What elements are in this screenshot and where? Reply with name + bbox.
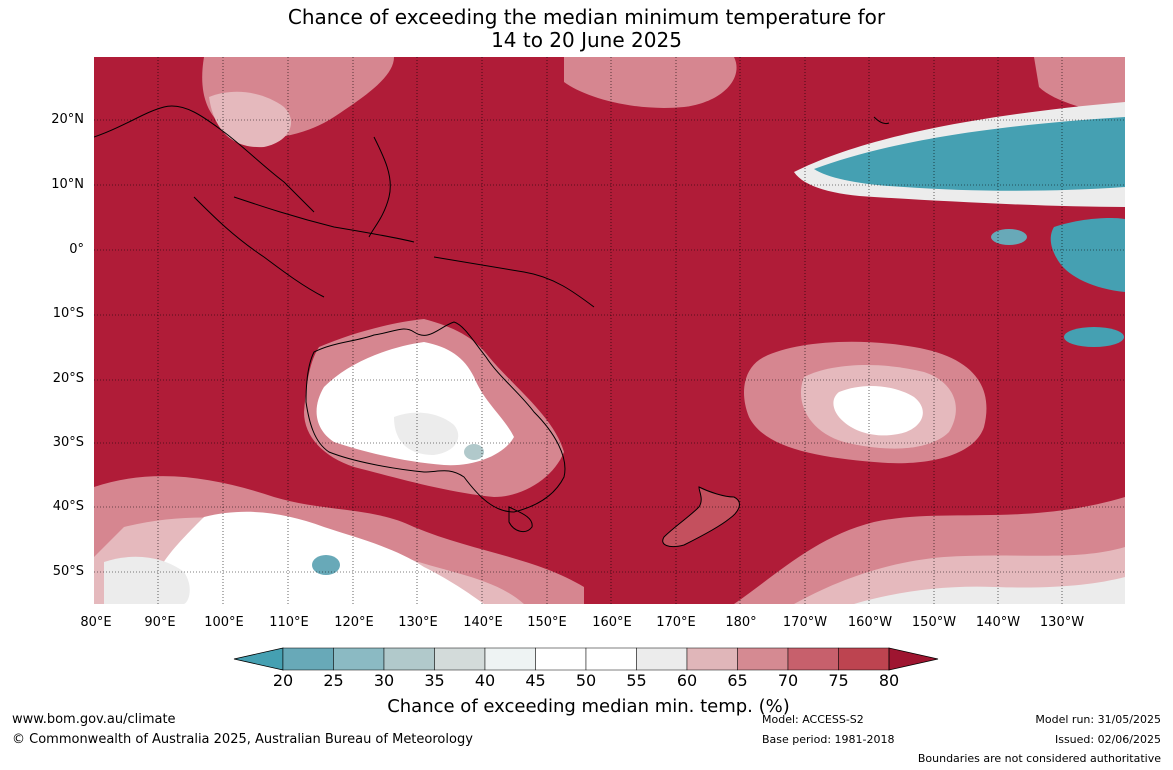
central-pacific-neutral [833, 385, 923, 436]
lon-label-130e: 130°E [398, 615, 438, 630]
australia-grey [394, 412, 459, 455]
colorbar-segment [787, 647, 839, 671]
colorbar-segment [585, 647, 637, 671]
colorbar-tick-label: 70 [777, 671, 799, 690]
lon-label-150e: 150°E [527, 615, 567, 630]
lat-label-10n: 10°N [51, 177, 84, 192]
footer-base-period: Base period: 1981-2018 [762, 733, 895, 746]
colorbar-extend-high [888, 647, 939, 671]
colorbar-tick-label: 35 [424, 671, 445, 690]
colorbar-extend-low [233, 647, 284, 671]
graticule [94, 57, 1125, 604]
colorbar [233, 647, 939, 671]
footer-copyright: © Commonwealth of Australia 2025, Austra… [12, 732, 473, 747]
north-pacific-east-moderate [1034, 57, 1125, 117]
colorbar-segment [737, 647, 789, 671]
australia-low-spot [464, 444, 484, 460]
equatorial-pacific-low-small [991, 229, 1027, 245]
footer-website: www.bom.gov.au/climate [12, 712, 176, 727]
colorbar-tick-label: 50 [575, 671, 597, 690]
equatorial-pacific-low [1050, 217, 1125, 292]
footer-issued: Issued: 02/06/2025 [1054, 733, 1161, 746]
asia-light [209, 91, 292, 148]
lat-label-40s: 40°S [52, 499, 84, 514]
colorbar-tick-label: 40 [474, 671, 496, 690]
colorbar-segment [282, 647, 334, 671]
southern-ocean-low [312, 555, 340, 575]
probability-map [94, 57, 1125, 604]
colorbar-label: Chance of exceeding median min. temp. (%… [387, 696, 790, 717]
colorbar-segment [434, 647, 486, 671]
footer-model-run: Model run: 31/05/2025 [1035, 713, 1161, 726]
southern-ocean-grey [104, 556, 190, 604]
colorbar-segment [333, 647, 385, 671]
se-pacific-grey [854, 577, 1125, 604]
colorbar-tick-label: 80 [878, 671, 900, 690]
north-pacific-moderate [564, 57, 737, 108]
north-pacific-low-band [814, 117, 1125, 191]
colorbar-segment [838, 647, 890, 671]
colorbar-segment [686, 647, 738, 671]
lon-label-120e: 120°E [334, 615, 374, 630]
lon-label-160e: 160°E [592, 615, 632, 630]
colorbar-tick-label: 65 [727, 671, 748, 690]
lat-label-10s: 10°S [52, 306, 84, 321]
colorbar-tick-label: 75 [828, 671, 849, 690]
coastlines [94, 105, 890, 533]
lon-label-170e: 170°E [656, 615, 696, 630]
lon-label-80e: 80°E [80, 615, 112, 630]
lat-label-20n: 20°N [51, 112, 84, 127]
lon-label-110e: 110°E [269, 615, 309, 630]
footer-model: Model: ACCESS-S2 [762, 713, 864, 726]
lon-label-100e: 100°E [204, 615, 244, 630]
lat-label-20s: 20°S [52, 371, 84, 386]
lon-label-180: 180° [725, 615, 757, 630]
colorbar-tick-label: 25 [323, 671, 344, 690]
colorbar-tick-label: 55 [626, 671, 647, 690]
colorbar-tick-label: 20 [272, 671, 294, 690]
colorbar-segment [484, 647, 536, 671]
footer-disclaimer: Boundaries are not considered authoritat… [917, 752, 1161, 765]
colorbar-tick-label: 45 [525, 671, 546, 690]
lat-label-30s: 30°S [52, 435, 84, 450]
lat-label-0: 0° [69, 242, 84, 257]
lon-label-140e: 140°E [463, 615, 503, 630]
lon-label-140w: 140°W [975, 615, 1021, 630]
lon-label-150w: 150°W [911, 615, 957, 630]
lon-label-170w: 170°W [782, 615, 828, 630]
lon-label-160w: 160°W [847, 615, 893, 630]
lon-label-90e: 90°E [144, 615, 176, 630]
colorbar-segment [535, 647, 587, 671]
lat-label-50s: 50°S [52, 564, 84, 579]
new-zealand [662, 486, 740, 548]
colorbar-tick-label: 30 [373, 671, 395, 690]
colorbar-segment [383, 647, 435, 671]
australia-neutral [316, 342, 514, 466]
map-title-line2: 14 to 20 June 2025 [491, 28, 682, 52]
tropical-south-pacific-low [1064, 327, 1124, 347]
colorbar-segment [636, 647, 688, 671]
lon-label-130w: 130°W [1039, 615, 1085, 630]
map-title-line1: Chance of exceeding the median minimum t… [287, 5, 886, 29]
colorbar-tick-label: 60 [676, 671, 698, 690]
